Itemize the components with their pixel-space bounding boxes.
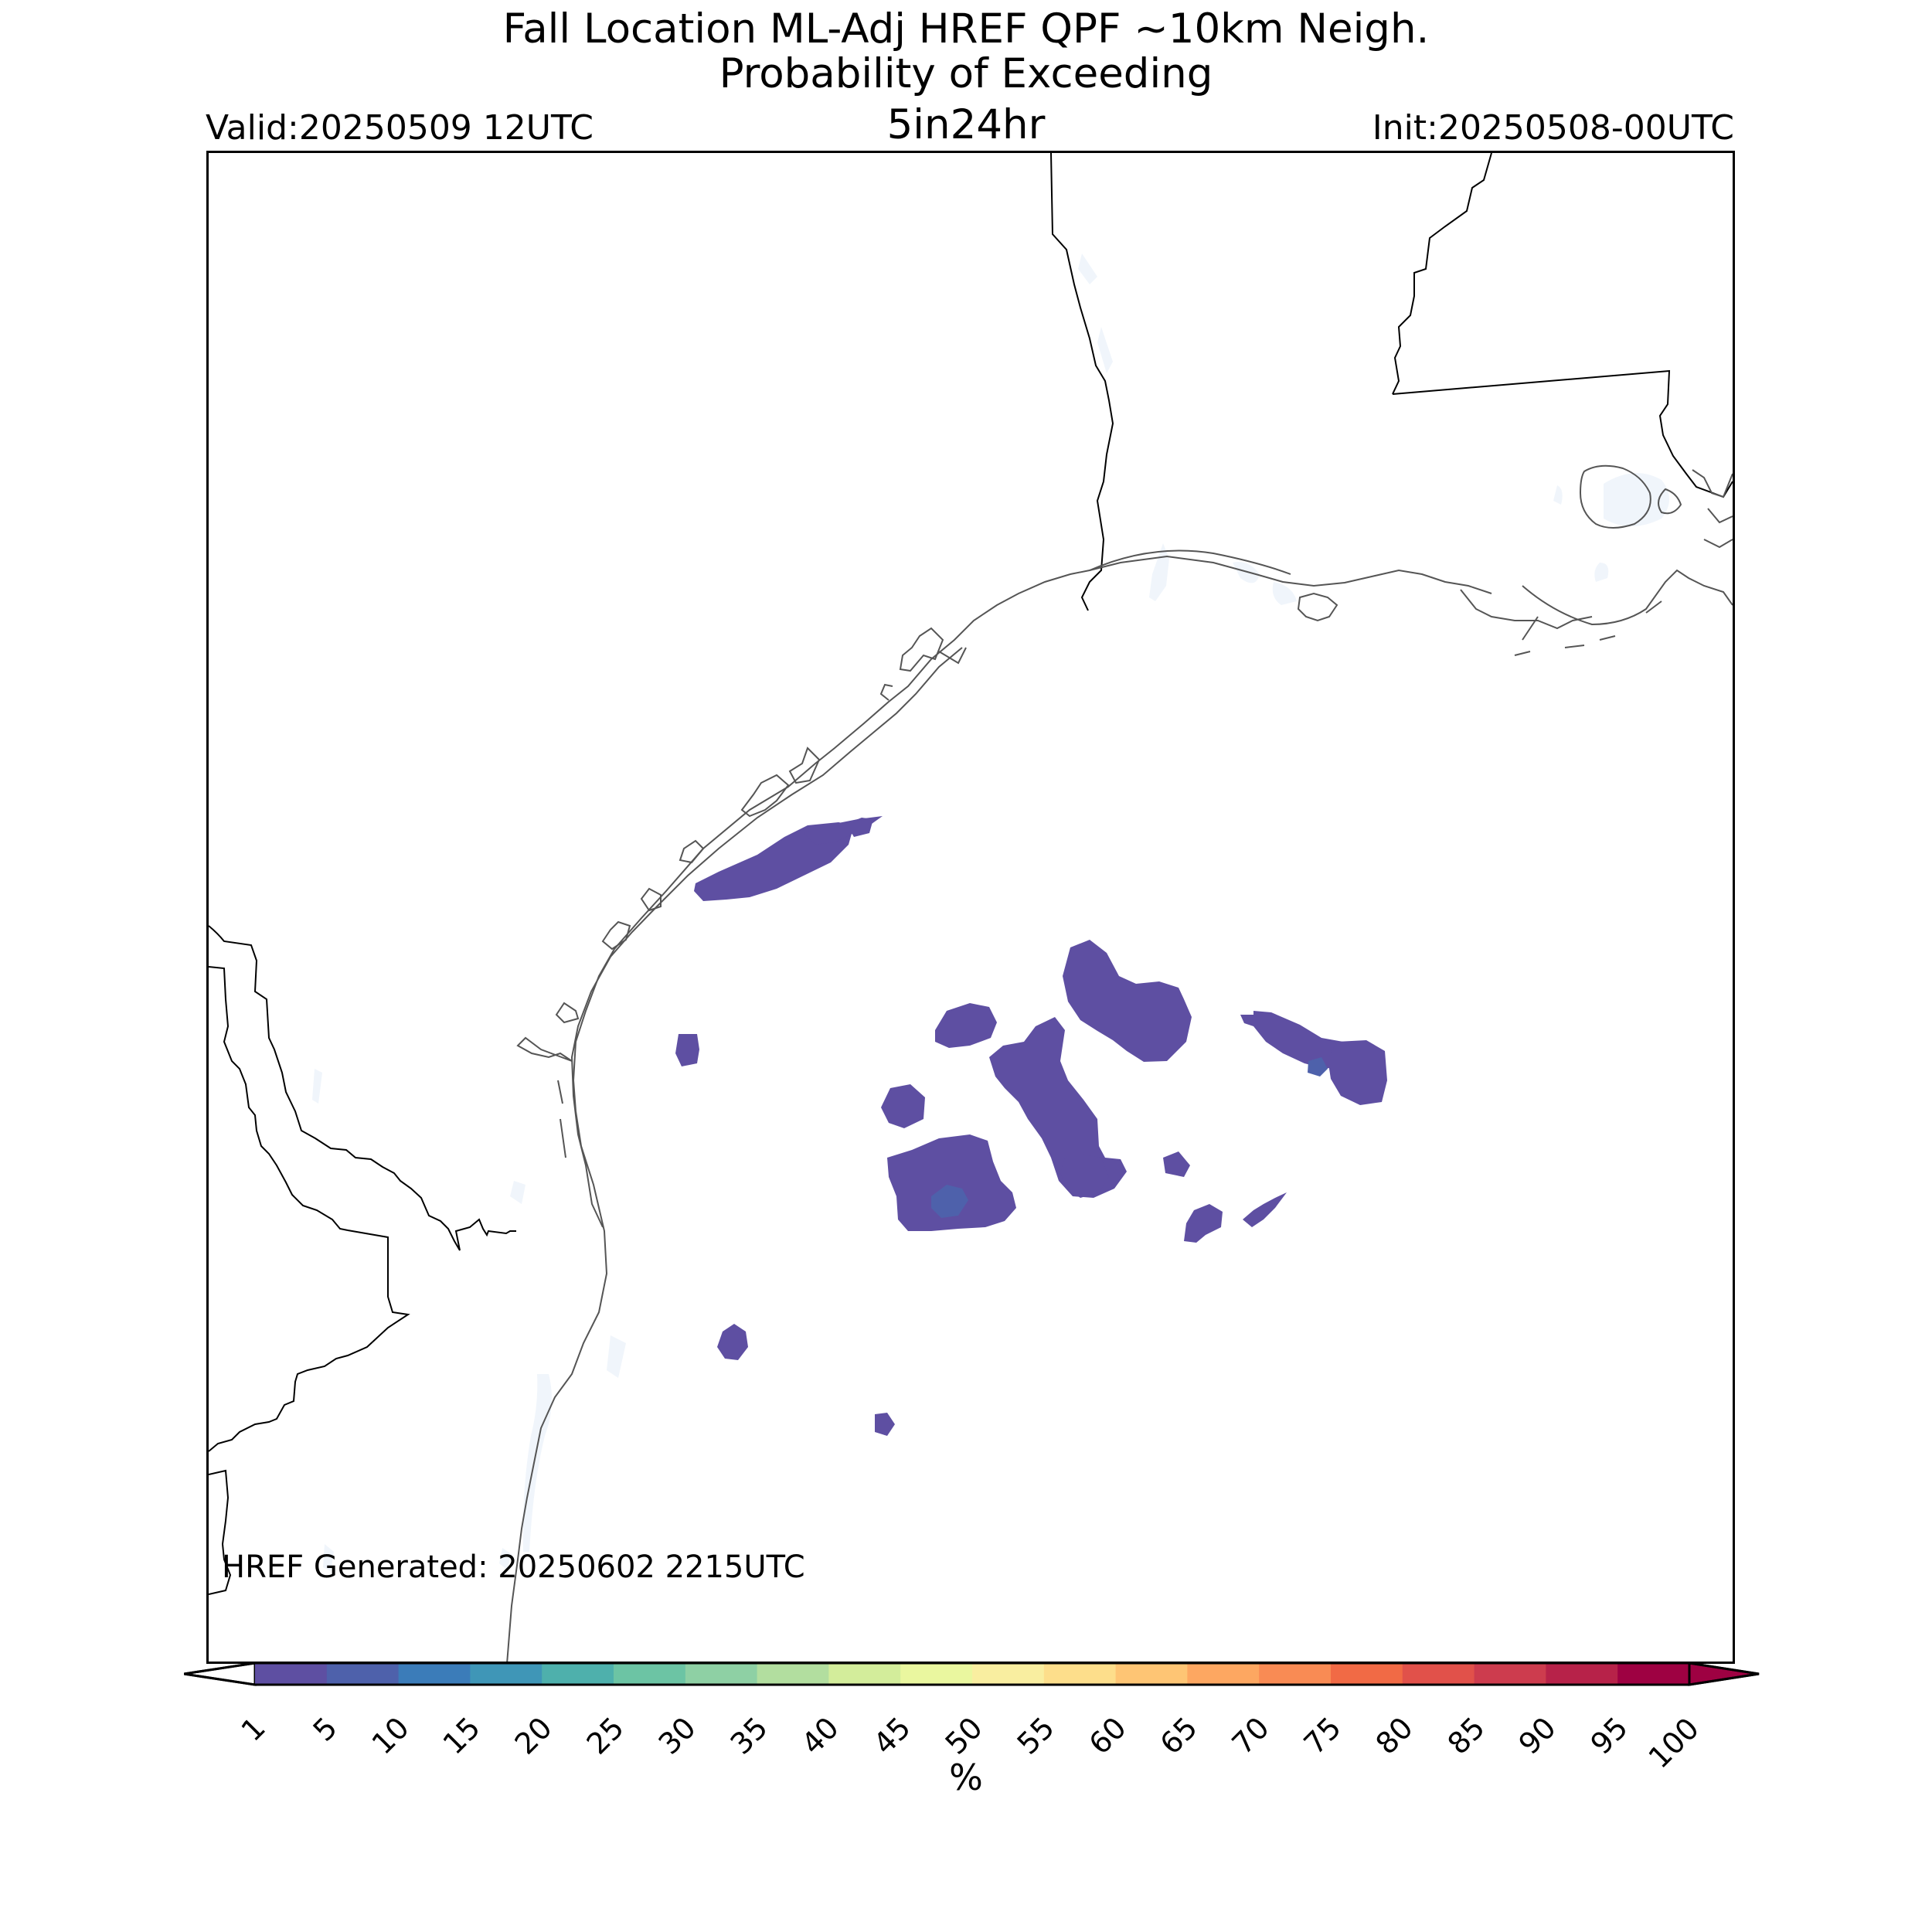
- colorbar-tick-label: 80: [1369, 1710, 1420, 1761]
- map-canvas: [209, 153, 1733, 1662]
- colorbar-segment: [1187, 1663, 1260, 1685]
- colorbar-segment: [470, 1663, 543, 1685]
- colorbar-segment: [614, 1663, 686, 1685]
- colorbar-tick-label: 90: [1512, 1710, 1563, 1761]
- colorbar-under-extension: [184, 1662, 257, 1686]
- colorbar-segment: [255, 1663, 328, 1685]
- colorbar-segment: [1402, 1663, 1475, 1685]
- map-title-line1: Fall Location ML-Adj HREF QPF ~10km Neig…: [502, 5, 1430, 53]
- colorbar-segment: [1617, 1663, 1690, 1685]
- colorbar-tick-label: 10: [365, 1710, 416, 1761]
- colorbar-segment: [326, 1663, 400, 1685]
- probability-areas: [675, 816, 1387, 1436]
- colorbar-tick-label: 60: [1082, 1710, 1133, 1761]
- colorbar-tick-label: 5: [306, 1710, 344, 1748]
- init-time-label: Init:20250508-00UTC: [1372, 108, 1734, 148]
- colorbar-tick-label: 45: [866, 1710, 918, 1761]
- colorbar-segment: [685, 1663, 758, 1685]
- threshold-label: 5in24hr: [886, 101, 1046, 148]
- map-title-line2: Probability of Exceeding: [719, 50, 1213, 97]
- colorbar-segment: [828, 1663, 901, 1685]
- colorbar-segment: [398, 1663, 471, 1685]
- colorbar-tick-label: 25: [580, 1710, 631, 1761]
- colorbar-segment: [972, 1663, 1045, 1685]
- colorbar-tick-label: 50: [938, 1710, 989, 1761]
- colorbar-tick-label: 65: [1154, 1710, 1205, 1761]
- colorbar-tick-label: 35: [723, 1710, 774, 1761]
- colorbar-tick-label: 70: [1225, 1710, 1277, 1761]
- colorbar-over-extension: [1688, 1662, 1760, 1686]
- colorbar-segment: [1115, 1663, 1188, 1685]
- colorbar-tick-label: 75: [1297, 1710, 1348, 1761]
- coastline: [506, 464, 1733, 1662]
- colorbar-unit-label: %: [949, 1757, 983, 1798]
- colorbar-tick-label: 1: [234, 1710, 272, 1748]
- generated-time-label: HREF Generated: 20250602 2215UTC: [222, 1549, 805, 1585]
- colorbar-tick-label: 85: [1440, 1710, 1492, 1761]
- state-boundaries: [209, 153, 1733, 1595]
- colorbar: [184, 1662, 1760, 1686]
- colorbar-tick-label: 15: [437, 1710, 488, 1761]
- map-panel: [206, 151, 1735, 1664]
- colorbar-segment: [542, 1663, 614, 1685]
- higher-probability-areas: [931, 1057, 1328, 1218]
- colorbar-segment: [1331, 1663, 1403, 1685]
- colorbar-segment: [1043, 1663, 1117, 1685]
- colorbar-tick-label: 55: [1010, 1710, 1061, 1761]
- colorbar-segment: [1474, 1663, 1546, 1685]
- colorbar-segment: [757, 1663, 829, 1685]
- valid-time-label: Valid:20250509 12UTC: [206, 108, 594, 148]
- colorbar-segment: [900, 1663, 973, 1685]
- water-bodies: [312, 253, 1669, 1571]
- colorbar-tick-label: 95: [1583, 1710, 1635, 1761]
- colorbar-tick-label: 40: [795, 1710, 846, 1761]
- colorbar-tick-label: 20: [508, 1710, 560, 1761]
- colorbar-outline: [184, 1662, 1760, 1686]
- colorbar-segment: [1259, 1663, 1332, 1685]
- colorbar-segment: [1546, 1663, 1618, 1685]
- colorbar-tick-label: 30: [651, 1710, 702, 1761]
